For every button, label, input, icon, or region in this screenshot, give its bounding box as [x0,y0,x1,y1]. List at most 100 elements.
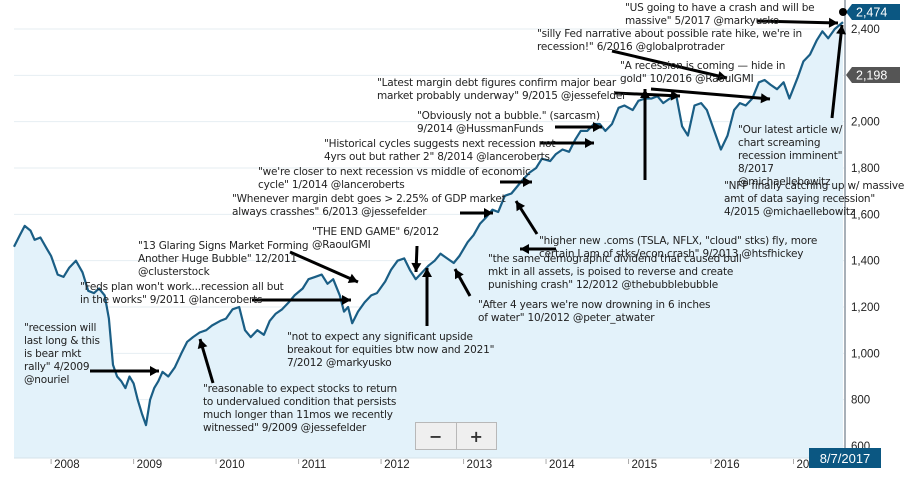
annotation-line: 9/2014 @HussmanFunds [417,123,544,135]
y-tick-label: 1,600 [851,209,880,221]
annotation-line: 4/2015 @michaellebowitz [724,206,856,218]
annotation-line: "Historical cycles suggests next recessi… [324,138,556,150]
arrow-head [484,208,493,218]
arrow-head [828,17,838,28]
arrow-head [411,262,422,272]
annotation: "13 Glaring Signs Market Forming Another … [138,240,309,279]
arrow-head [455,269,464,280]
y-tick-label: 1,400 [851,256,880,268]
annotation-line: "NFP finally catching up w/ massive [724,180,905,192]
annotation: "Obviously not a bubble." (sarcasm) 9/201… [417,110,600,136]
annotation-line: recession!" 6/2016 @globalprotrader [537,41,725,53]
annotation-line: "Latest margin debt figures confirm majo… [377,77,617,89]
annotation-arrows [90,17,847,384]
annotation-line: "Whenever margin debt goes > 2.25% of GD… [232,193,506,205]
arrow-head [593,122,602,132]
annotation-line: of water" 10/2012 @peter_atwater [478,312,655,324]
price-line [13,21,844,427]
annotation: "recession will last long & this is bear m… [24,322,100,387]
annotation-arrow [830,24,844,119]
annotation-line: "Obviously not a bubble." (sarcasm) [417,110,600,122]
x-tick-label: 2016 [714,459,740,471]
annotation: "After 4 years we're now drowning in 6 i… [478,299,711,325]
annotation-line: cycle" 1/2014 @lanceroberts [258,179,405,191]
annotation-line: @nouriel [24,374,70,386]
x-tick-label: 2008 [54,459,80,471]
annotation-line: 4yrs out but rather 2" 8/2014 @lancerobe… [324,151,550,163]
annotation-arrow [756,19,839,25]
price-area-fill [14,22,843,458]
annotation: "NFP finally catching up w/ massive amt o… [724,180,904,219]
annotation-line: Another Huge Bubble" 12/2011 [138,253,297,265]
annotation: "silly Fed narrative about possible rate… [537,28,802,54]
annotation: "Whenever margin debt goes > 2.25% of GD… [232,193,506,219]
annotation-line: recession imminent" [738,150,843,162]
annotation-line: "the same demographic dividend that caus… [488,253,742,265]
annotation: "Our latest article w/chart screaming rec… [738,124,842,189]
x-tick-label: 2009 [137,459,163,471]
annotation-line: in the works" 9/2011 @lanceroberts [80,294,263,306]
last-value-badge [846,4,900,20]
annotation-line: witnessed" 9/2009 @jessefelder [203,422,367,434]
annotation-line: "THE END GAME" 6/2012 [312,226,439,238]
annotation-line: mkt in all assets, is poised to reverse … [488,266,734,278]
arrow-head [523,177,532,187]
annotation: "US going to have a crash and will be mas… [625,2,815,28]
annotation-line: @michaellebowitz [738,176,831,188]
annotation-line: to undervalued condition that persists [203,396,397,408]
arrow-head [670,90,680,101]
annotation-line: "13 Glaring Signs Market Forming [138,240,309,252]
annotation: "not to expect any significant upside bre… [287,331,494,370]
arrow-head [760,93,770,104]
arrow-head [422,268,432,277]
annotation: "Latest margin debt figures confirm majo… [377,77,626,103]
annotation-line: massive" 5/2017 @markyusko [625,15,780,27]
annotation-line: is bear mkt [24,348,82,360]
annotation: "Historical cycles suggests next recessi… [324,138,555,164]
annotation: "reasonable to expect stocks to return to… [203,383,397,435]
annotation-line: 7/2012 @markyusko [287,357,392,369]
x-tick-label: 2015 [632,459,658,471]
annotation-line: "US going to have a crash and will be [625,2,815,14]
annotation: "we're closer to next recession vs middl… [258,166,531,192]
y-tick-label: 1,000 [851,348,880,360]
x-tick-label: 2013 [467,459,493,471]
arrow-head [836,25,847,35]
annotation-line: "After 4 years we're now drowning in 6 i… [478,299,711,311]
last-point-marker[interactable] [839,8,847,16]
arrow-head [640,89,650,98]
annotation-line: punishing crash" 12/2012 @thebubblebubbl… [488,279,718,291]
zoom-out-button[interactable]: − [429,426,443,446]
annotation-line: "reasonable to expect stocks to return [203,383,397,395]
annotation-line: "Our latest article w/ [738,124,843,136]
annotation-line: amt of data saying recession" [724,193,876,205]
secondary-value-badge [846,67,900,83]
annotation-line: "silly Fed narrative about possible rate… [537,28,802,40]
zoom-in-button[interactable]: + [455,423,497,449]
annotation-line: "not to expect any significant upside [287,331,473,343]
arrow-head [717,71,727,81]
annotation-line: "we're closer to next recession vs middl… [258,166,531,178]
value-badges: 2,474 2,198 [839,4,900,83]
annotation-line: gold" 10/2016 @RaoulGMI [620,73,754,85]
annotation-arrow [650,87,771,101]
y-tick-label: 1,800 [851,163,880,175]
annotation-line: last long & this [24,335,100,347]
annotation-line: 8/2017 [738,163,774,175]
y-axis-ticks: 6008001,0001,2001,4001,6001,8002,0002,40… [851,24,880,453]
annotation: "THE END GAME" 6/2012 @RaoulGMI [312,226,439,252]
x-tick-label: 2014 [549,459,575,471]
arrow-head [347,273,358,283]
annotation-line: "higher new .coms (TSLA, NFLX, "cloud" s… [539,235,818,247]
y-tick-label: 2,000 [851,117,880,129]
annotation-line: @clusterstock [138,266,210,278]
x-axis-ticks: 2008200920102011201220132014201520162017 [50,459,822,471]
annotation-line: breakout for equities btw now and 2021" [287,344,495,356]
annotation: "Feds plan won't work...recession all bu… [80,281,284,307]
y-tick-label: 2,400 [851,24,880,36]
arrow-head [516,201,526,212]
annotation-line: @RaoulGMI [312,239,371,251]
annotation-line: "A recession is coming — hide in [620,60,786,72]
y-tick-label: 1,200 [851,302,880,314]
